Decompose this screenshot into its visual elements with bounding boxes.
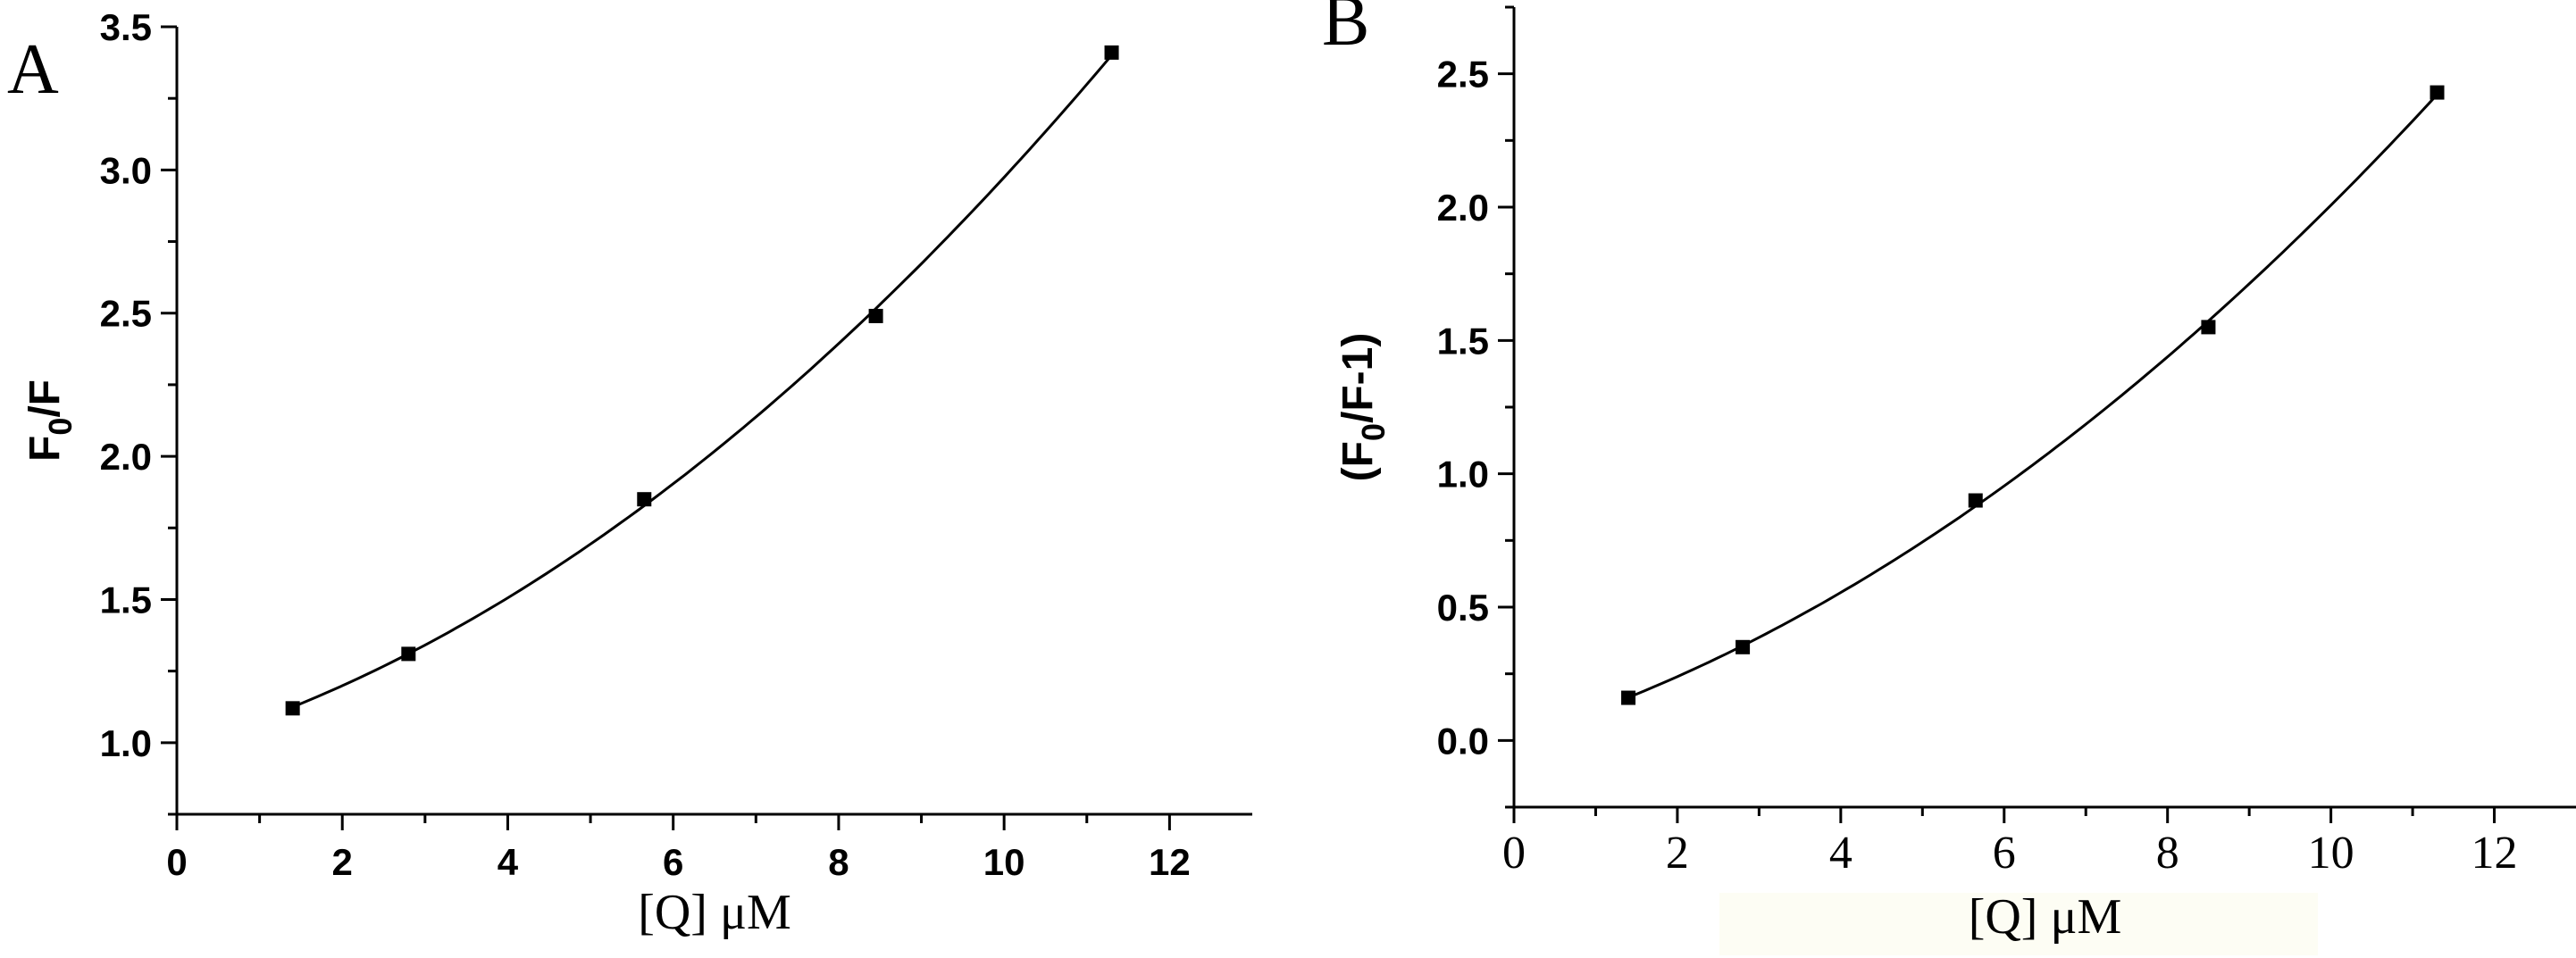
y-tick-label: 1.0 xyxy=(1437,454,1489,496)
x-tick-label: 4 xyxy=(1829,828,1853,879)
y-tick-label: 2.0 xyxy=(1437,187,1489,229)
x-tick-label: 0 xyxy=(1502,828,1526,879)
x-axis-title: [Q] μM xyxy=(638,885,791,940)
data-point xyxy=(1104,45,1119,60)
y-tick-label: 2.5 xyxy=(1437,54,1489,96)
data-point xyxy=(2201,320,2216,335)
y-tick-label: 0.0 xyxy=(1437,720,1489,762)
x-axis-title: [Q] μM xyxy=(1969,889,2122,945)
y-tick-label: 3.5 xyxy=(100,6,152,48)
panel-label: B xyxy=(1322,0,1369,61)
data-point xyxy=(401,646,416,662)
y-tick-label: 1.5 xyxy=(1437,320,1489,362)
x-tick-label: 6 xyxy=(1993,828,2016,879)
y-tick-label: 0.5 xyxy=(1437,587,1489,629)
y-axis-title-main: F xyxy=(21,436,69,462)
y-axis-title: (F0/F-1) xyxy=(1334,333,1392,482)
x-tick-label: 2 xyxy=(1666,828,1689,879)
data-point xyxy=(868,308,883,323)
y-axis-title-subscript: 0 xyxy=(1355,423,1392,441)
y-tick-label: 2.5 xyxy=(100,293,152,335)
y-tick-label: 3.0 xyxy=(100,149,152,191)
y-tick-label: 1.0 xyxy=(100,722,152,764)
scan-highlight xyxy=(1719,893,2318,955)
panel-label: A xyxy=(7,30,59,109)
x-tick-label: 4 xyxy=(498,841,519,883)
x-tick-label: 8 xyxy=(828,841,849,883)
y-axis-title-main: (F xyxy=(1334,441,1382,481)
x-tick-label: 10 xyxy=(2308,828,2354,879)
y-axis-title-tail: /F xyxy=(21,379,69,418)
x-tick-label: 0 xyxy=(166,841,187,883)
y-axis-title: F0/F xyxy=(21,379,79,462)
y-axis-title-tail: /F-1) xyxy=(1334,333,1382,423)
x-tick-label: 6 xyxy=(663,841,683,883)
data-point xyxy=(285,701,300,716)
data-point xyxy=(2430,85,2445,100)
x-tick-label: 12 xyxy=(2471,828,2518,879)
y-tick-label: 1.5 xyxy=(100,579,152,621)
x-tick-label: 2 xyxy=(332,841,353,883)
y-axis-title-subscript: 0 xyxy=(42,418,79,436)
panel-b: 0 2 4 6 8 10 120.00.51.01.52.02.5B[Q] μM(F0/F-… xyxy=(1322,0,2576,945)
x-tick-label: 10 xyxy=(983,841,1025,883)
data-point xyxy=(1621,690,1636,705)
x-tick-label: 8 xyxy=(2156,828,2179,879)
fit-curve xyxy=(292,54,1113,709)
data-point xyxy=(637,492,652,507)
data-point xyxy=(1968,493,1983,508)
x-tick-label: 12 xyxy=(1149,841,1191,883)
fit-curve xyxy=(1627,93,2438,699)
data-point xyxy=(1735,639,1751,654)
y-tick-label: 2.0 xyxy=(100,436,152,478)
